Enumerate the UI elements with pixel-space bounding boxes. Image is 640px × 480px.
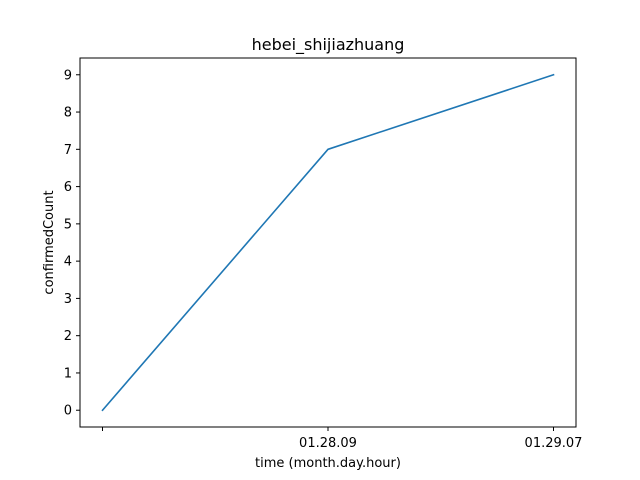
x-axis-label: time (month.day.hour)	[255, 456, 401, 471]
x-tick-label: 01.29.07	[525, 436, 583, 451]
y-axis-label: confirmedCount	[42, 190, 57, 294]
y-tick-label: 6	[64, 180, 72, 195]
y-tick-label: 4	[64, 255, 72, 270]
plot-frame	[79, 57, 577, 428]
series-line	[101, 73, 555, 412]
y-tick-label: 2	[64, 329, 72, 344]
y-tick-label: 9	[64, 68, 72, 83]
y-tick-label: 0	[64, 404, 72, 419]
y-tick-label: 8	[64, 106, 72, 121]
plot-area: 0 1 2 3 4 5 6 7 8 9 01.28.09 01.29.07	[64, 68, 583, 451]
y-tick-label: 7	[64, 143, 72, 158]
y-tick-label: 5	[64, 217, 72, 232]
x-tick-label: 01.28.09	[299, 436, 357, 451]
y-tick-label: 1	[64, 366, 72, 381]
y-tick-label: 3	[64, 292, 72, 307]
chart-title: hebei_shijiazhuang	[252, 35, 405, 55]
